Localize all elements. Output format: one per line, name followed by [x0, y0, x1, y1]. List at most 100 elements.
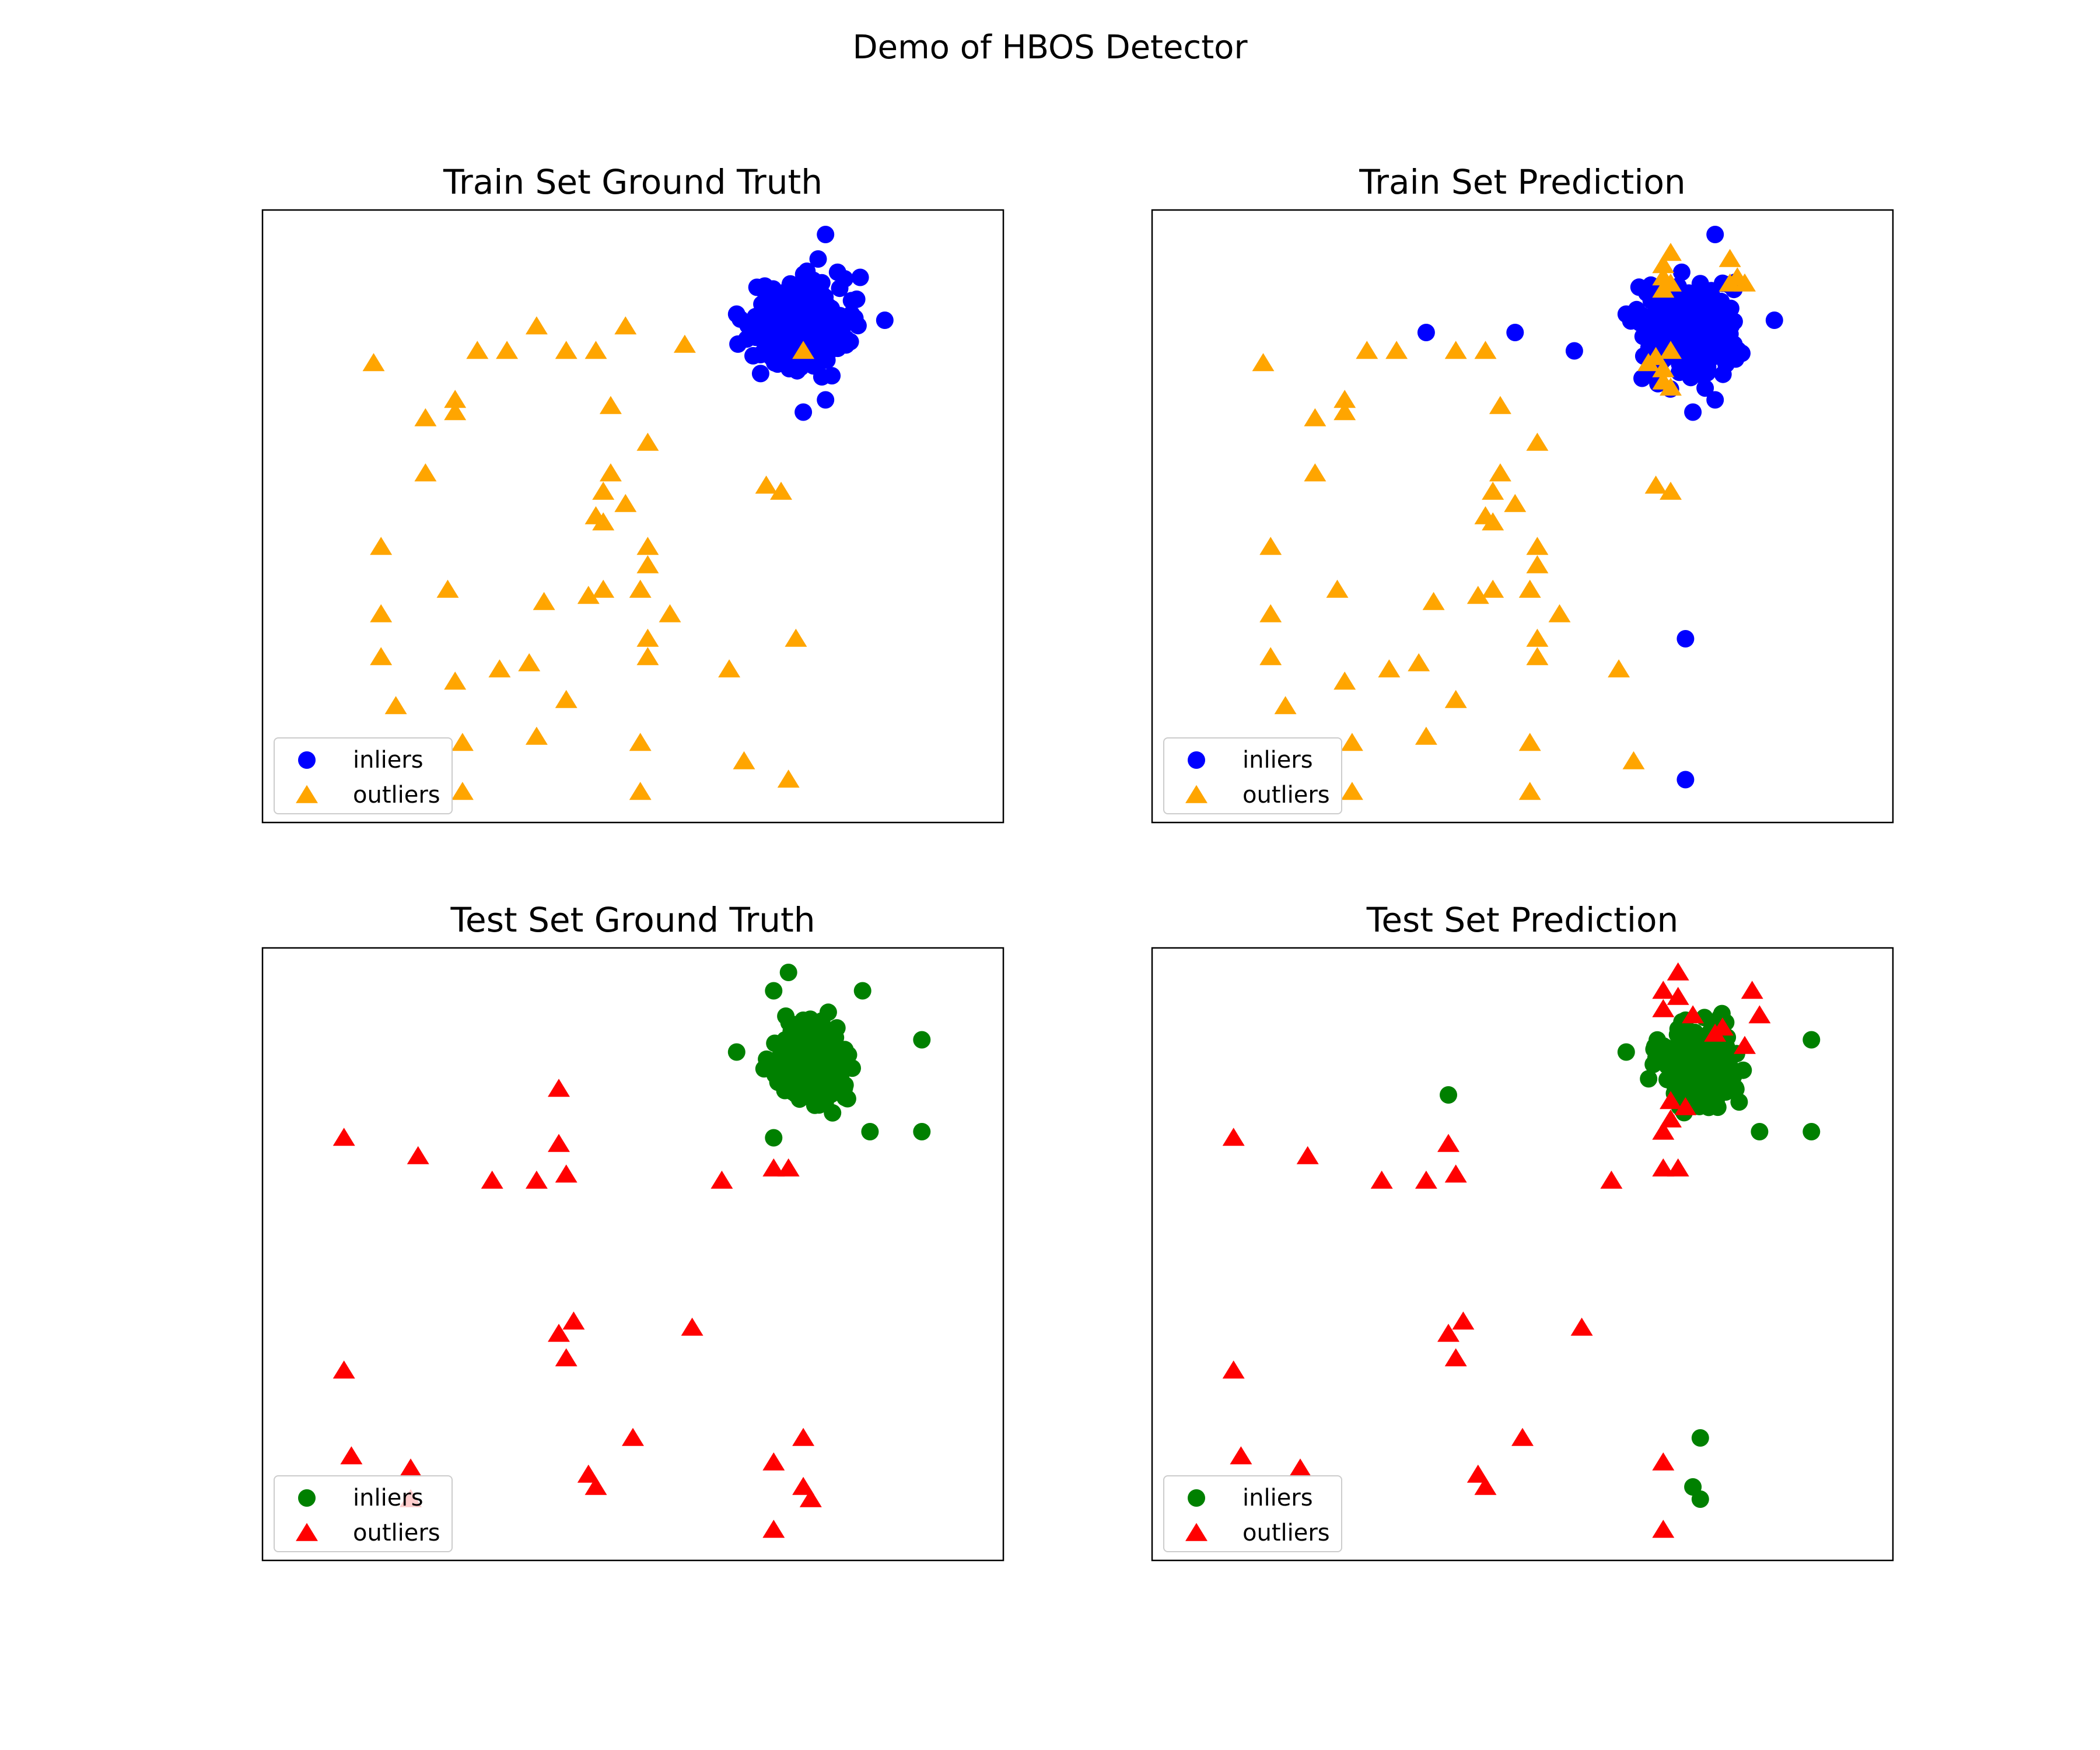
data-point: [876, 312, 894, 329]
legend-label-inliers: inliers: [353, 747, 424, 774]
data-point: [765, 982, 783, 1000]
series-outliers: [362, 316, 815, 800]
data-point: [407, 1146, 429, 1164]
data-point: [1259, 647, 1282, 666]
data-point: [739, 316, 757, 334]
data-point: [1565, 342, 1583, 360]
data-point: [577, 586, 600, 604]
data-point: [1489, 396, 1511, 414]
series-outliers: [332, 1079, 822, 1538]
data-point: [1600, 1170, 1623, 1189]
data-point: [792, 341, 815, 359]
data-point: [451, 733, 474, 751]
data-point: [1711, 1017, 1734, 1036]
data-point: [769, 349, 787, 368]
data-point: [1639, 283, 1657, 301]
legend-marker-inliers: [1188, 751, 1205, 769]
data-point: [1385, 341, 1408, 359]
data-point: [802, 1085, 820, 1103]
legend-box: [1163, 1475, 1342, 1552]
data-point: [1526, 555, 1549, 573]
data-point: [659, 604, 681, 622]
data-point: [1652, 1158, 1675, 1177]
data-point: [1326, 579, 1349, 598]
data-point: [332, 1128, 355, 1146]
data-point: [1693, 286, 1711, 304]
data-point: [755, 475, 778, 494]
data-point: [562, 1311, 585, 1330]
data-point: [753, 295, 771, 313]
data-point: [758, 319, 776, 337]
data-point: [555, 1164, 578, 1183]
data-point: [853, 982, 872, 1000]
data-point: [370, 604, 393, 622]
legend-marker-inliers: [298, 1489, 316, 1507]
data-point: [1725, 313, 1743, 331]
data-point: [913, 1123, 931, 1140]
data-point: [1660, 377, 1682, 396]
data-point: [436, 579, 459, 598]
axes-frame: [1151, 947, 1894, 1562]
data-point: [1334, 671, 1356, 690]
data-point: [1340, 782, 1363, 800]
data-point: [807, 321, 825, 339]
data-point: [1709, 1098, 1727, 1116]
subplot-title: Test Set Ground Truth: [450, 900, 815, 940]
data-point: [1506, 324, 1524, 341]
subplot-2: Train Set Prediction inliers outliers: [1151, 162, 1894, 824]
data-point: [629, 782, 652, 800]
data-point: [592, 579, 615, 598]
data-point: [785, 628, 807, 647]
data-point: [525, 316, 548, 335]
data-point: [727, 305, 746, 323]
data-point: [762, 1520, 785, 1538]
legend-label-inliers: inliers: [353, 1485, 424, 1511]
data-point: [555, 690, 578, 708]
data-point: [1444, 690, 1467, 708]
data-point: [1222, 1360, 1245, 1379]
data-point: [1660, 243, 1682, 261]
data-point: [636, 432, 659, 451]
data-point: [1644, 475, 1667, 494]
legend-label-outliers: outliers: [1242, 782, 1330, 808]
data-point: [1652, 359, 1675, 377]
data-point: [792, 1476, 815, 1495]
data-point: [414, 463, 437, 482]
data-point: [794, 403, 813, 421]
data-point: [614, 316, 637, 335]
data-point: [744, 346, 762, 365]
legend-marker-outliers: [296, 1522, 318, 1541]
data-point: [636, 537, 659, 555]
data-point: [414, 408, 437, 426]
data-point: [779, 964, 797, 981]
data-point: [592, 512, 615, 531]
legend-marker-outliers: [1185, 785, 1208, 803]
data-point: [813, 1027, 831, 1045]
data-point: [1370, 1170, 1393, 1189]
data-point: [1289, 1458, 1311, 1477]
data-point: [777, 769, 800, 788]
data-point: [718, 659, 741, 678]
data-point: [370, 537, 393, 555]
data-point: [1474, 1476, 1497, 1495]
data-point: [599, 396, 622, 414]
data-point: [555, 341, 578, 359]
data-point: [777, 1158, 800, 1177]
data-point: [794, 1012, 812, 1029]
data-point: [1676, 630, 1695, 648]
data-point: [1440, 1086, 1457, 1104]
data-point: [1622, 751, 1645, 769]
data-point: [727, 1043, 746, 1061]
data-point: [1482, 512, 1504, 531]
data-point: [1751, 1123, 1769, 1140]
data-point: [1741, 981, 1763, 999]
data-point: [548, 1079, 570, 1097]
data-point: [592, 481, 615, 500]
legend-marker-inliers: [298, 751, 316, 769]
data-point: [1259, 537, 1282, 555]
data-point: [1274, 696, 1297, 715]
axes-frame: [1151, 209, 1894, 824]
data-point: [817, 226, 835, 243]
data-point: [481, 1170, 503, 1189]
data-point: [1526, 537, 1549, 555]
